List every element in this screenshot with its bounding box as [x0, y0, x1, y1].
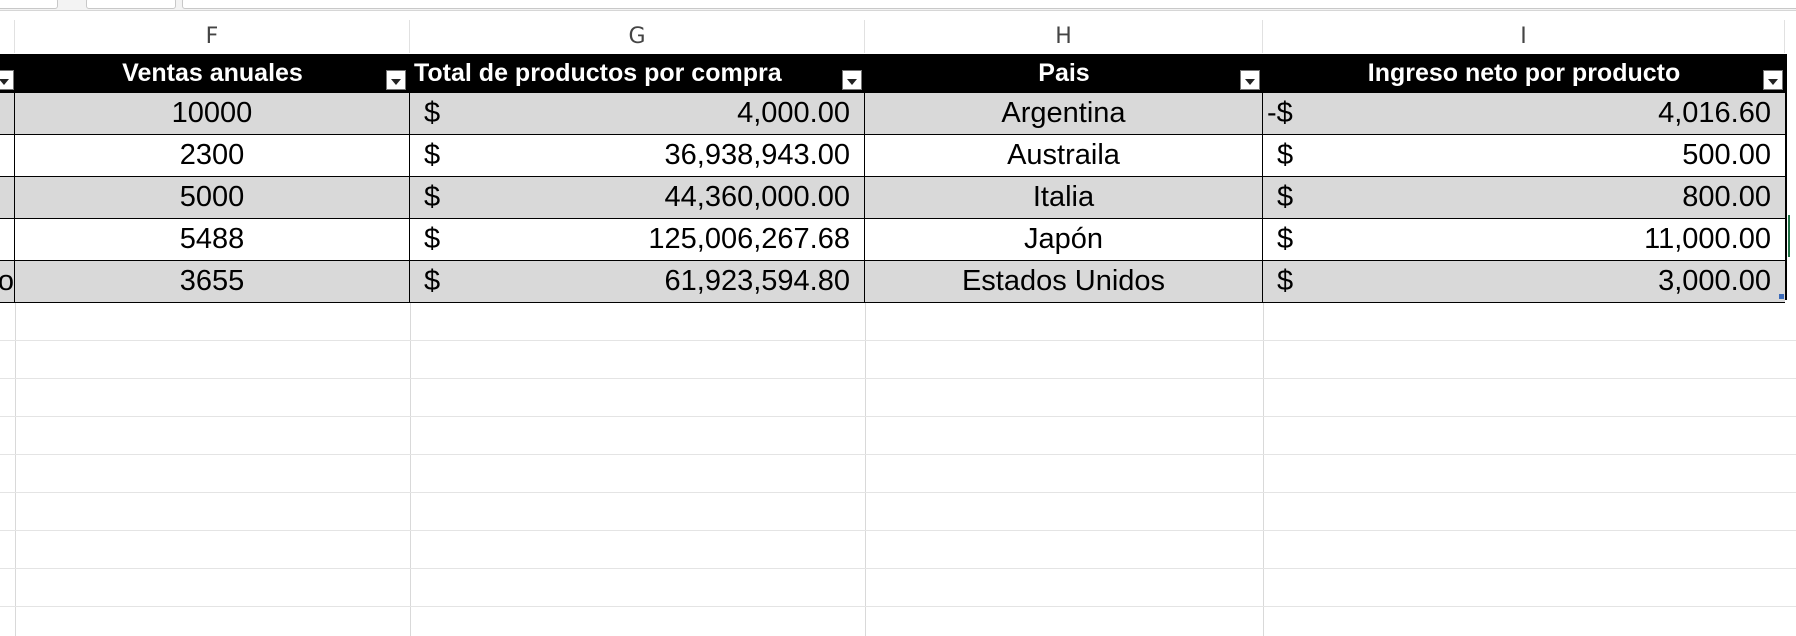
cell-total[interactable]: $44,360,000.00 [410, 177, 865, 218]
table-row: 5000 $44,360,000.00 Italia $800.00 [0, 177, 1785, 219]
column-header-h[interactable]: H [865, 20, 1263, 53]
cell-ingreso[interactable]: -$ 4,016.60 [1267, 97, 1771, 129]
table-row: 2300 $36,938,943.00 Austraila $500.00 [0, 135, 1785, 177]
filter-dropdown-total[interactable] [842, 70, 862, 90]
table-resize-handle[interactable] [1779, 294, 1784, 299]
column-header-e[interactable] [0, 20, 15, 53]
chevron-down-icon [0, 78, 9, 85]
chevron-down-icon [391, 78, 401, 85]
column-header-g[interactable]: G [410, 20, 865, 53]
cell-ventas[interactable]: 2300 [15, 135, 410, 176]
cell-ventas[interactable]: 5000 [15, 177, 410, 218]
cell-ingreso[interactable]: $11,000.00 [1277, 223, 1771, 255]
filter-dropdown-e[interactable] [0, 70, 14, 90]
header-total-productos[interactable]: Total de productos por compra [414, 59, 782, 87]
table-row: 10000 $4,000.00 Argentina -$ 4,016.60 [0, 93, 1785, 135]
cell-ventas[interactable]: 3655 [15, 261, 410, 302]
cell-e-clipped[interactable] [0, 219, 15, 260]
column-headers: F G H I [0, 20, 1796, 53]
function-box[interactable] [86, 0, 176, 9]
cell-ingreso[interactable]: $500.00 [1277, 139, 1771, 171]
cell-pais[interactable]: Italia [865, 177, 1263, 218]
header-ingreso-neto[interactable]: Ingreso neto por producto [1367, 59, 1681, 87]
column-header-f[interactable]: F [15, 20, 410, 53]
cell-e-clipped[interactable] [0, 93, 15, 134]
column-header-i[interactable]: I [1263, 20, 1785, 53]
filter-dropdown-pais[interactable] [1240, 70, 1260, 90]
cell-total[interactable]: $61,923,594.80 [410, 261, 865, 302]
chevron-down-icon [1768, 78, 1778, 85]
table-header-row: Ventas anuales Total de productos por co… [0, 54, 1785, 93]
filter-dropdown-ingreso[interactable] [1763, 70, 1783, 90]
cell-pais[interactable]: Japón [865, 219, 1263, 260]
name-box[interactable] [0, 0, 58, 9]
header-pais[interactable]: Pais [1038, 59, 1090, 87]
header-ventas-anuales[interactable]: Ventas anuales [122, 59, 303, 87]
cell-ingreso[interactable]: $3,000.00 [1277, 265, 1771, 297]
cell-e-clipped[interactable] [0, 135, 15, 176]
cell-pais[interactable]: Austraila [865, 135, 1263, 176]
formula-bar-strip [0, 0, 1796, 11]
formula-input[interactable] [182, 0, 1796, 9]
table-right-border [1785, 54, 1787, 300]
cell-pais[interactable]: Argentina [865, 93, 1263, 134]
cell-total[interactable]: $4,000.00 [410, 93, 865, 134]
selection-edge-marker [1788, 215, 1790, 257]
table-row: o 3655 $61,923,594.80 Estados Unidos $3,… [0, 261, 1785, 303]
filter-dropdown-ventas[interactable] [386, 70, 406, 90]
worksheet-grid[interactable]: Ventas anuales Total de productos por co… [0, 54, 1796, 636]
chevron-down-icon [1245, 78, 1255, 85]
cell-e-clipped[interactable]: o [0, 261, 15, 302]
cell-ventas[interactable]: 10000 [15, 93, 410, 134]
cell-total[interactable]: $36,938,943.00 [410, 135, 865, 176]
table-row: 5488 $125,006,267.68 Japón $11,000.00 [0, 219, 1785, 261]
chevron-down-icon [847, 78, 857, 85]
cell-e-clipped[interactable] [0, 177, 15, 218]
cell-ingreso[interactable]: $800.00 [1277, 181, 1771, 213]
cell-total[interactable]: $125,006,267.68 [410, 219, 865, 260]
cell-ventas[interactable]: 5488 [15, 219, 410, 260]
cell-pais[interactable]: Estados Unidos [865, 261, 1263, 302]
